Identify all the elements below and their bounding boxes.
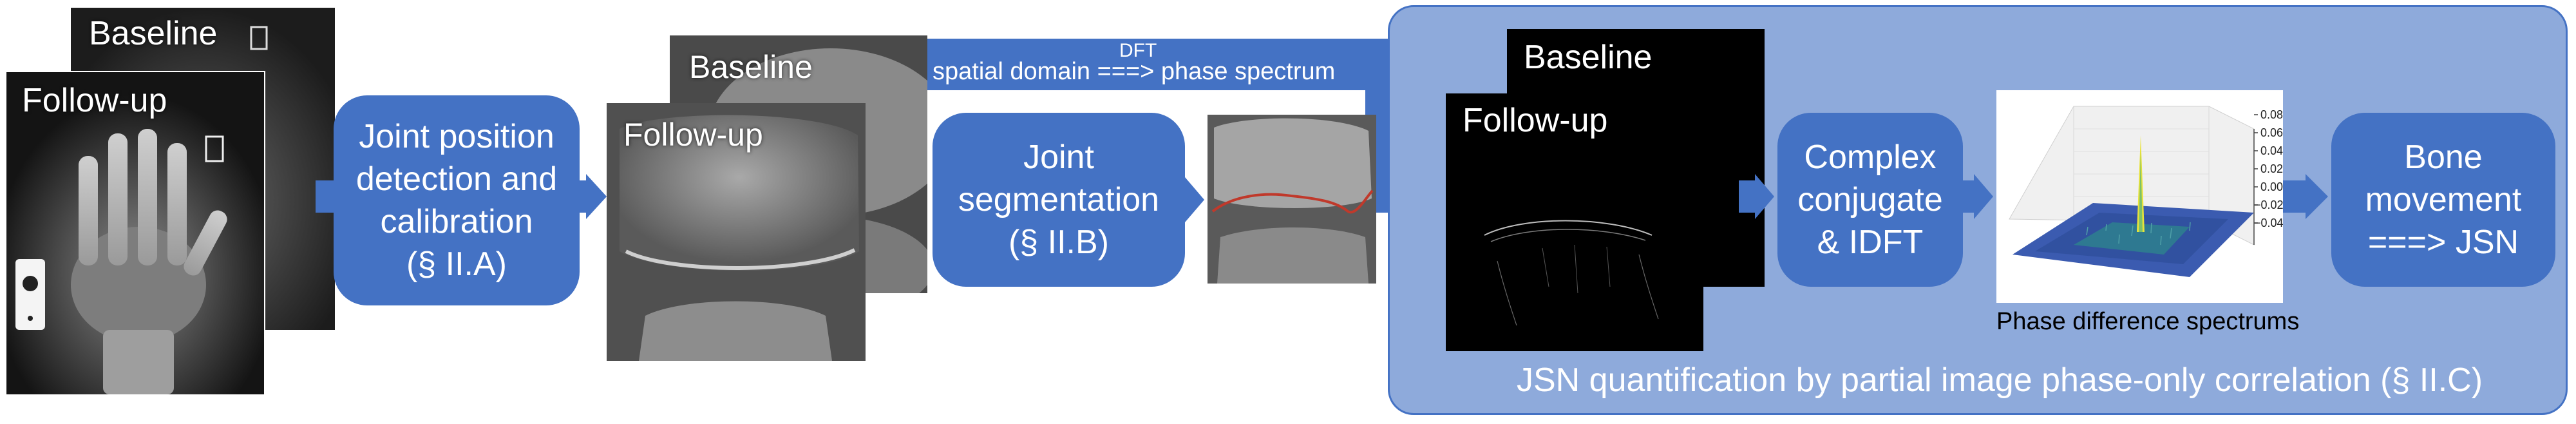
arrow-7 xyxy=(2283,174,2328,219)
ztick-5: 0.00 xyxy=(2260,180,2283,193)
phase-followup-label: Follow-up xyxy=(1463,102,1608,139)
box3-line3: & IDFT xyxy=(1817,224,1924,261)
segmentation-figure xyxy=(1208,115,1376,284)
box1-line3: calibration xyxy=(380,203,533,240)
baseline-label: Baseline xyxy=(89,15,218,52)
box2-line3: (§ II.B) xyxy=(1008,224,1109,261)
box4-line2: movement xyxy=(2365,181,2522,218)
plot-caption: Phase difference spectrums xyxy=(1996,308,2300,335)
ztick-4: 0.02 xyxy=(2260,162,2283,175)
dft-banner-text: spatial domain ===> phase spectrum xyxy=(933,58,1336,85)
box4-line3: ===> JSN xyxy=(2367,224,2519,261)
box4-line1: Bone xyxy=(2404,139,2483,176)
followup-hand-xray: Follow-up xyxy=(5,71,265,396)
box3-line2: conjugate xyxy=(1797,181,1943,218)
ztick-6: −0.02 xyxy=(2254,198,2283,211)
bone-movement-box: Bone movement ===> JSN xyxy=(2331,113,2555,287)
joint-segmentation-box: Joint segmentation (§ II.B) xyxy=(933,113,1185,287)
dft-label: DFT xyxy=(1119,40,1157,61)
joint-followup-label: Follow-up xyxy=(623,117,763,153)
phase-surface-figure: 0.08 0.06 0.04 0.02 0.00 −0.02 −0.04 xyxy=(2009,106,2284,277)
box2-line1: Joint xyxy=(1023,139,1094,176)
box1-line1: Joint position xyxy=(359,118,554,155)
followup-hand-image xyxy=(6,72,264,394)
ztick-2: 0.06 xyxy=(2260,126,2283,139)
followup-label: Follow-up xyxy=(22,82,167,119)
phase-edges-figure xyxy=(1446,93,1703,351)
phase-baseline-label: Baseline xyxy=(1524,39,1653,76)
dft-banner xyxy=(927,39,1391,90)
complex-conjugate-box: Complex conjugate & IDFT xyxy=(1777,113,1963,287)
ztick-7: −0.04 xyxy=(2254,217,2283,229)
followup-joint-crop: Follow-up xyxy=(607,103,866,361)
box2-line2: segmentation xyxy=(958,181,1160,218)
ztick-3: 0.04 xyxy=(2260,144,2283,157)
ztick-1: 0.08 xyxy=(2260,108,2283,121)
followup-phase-image: Follow-up xyxy=(1446,93,1703,351)
followup-joint-image xyxy=(607,103,866,361)
box3-line1: Complex xyxy=(1804,139,1937,176)
joint-baseline-label: Baseline xyxy=(689,49,813,85)
arrow-6 xyxy=(1958,174,1993,219)
arrow-2 xyxy=(567,174,607,219)
segmentation-line xyxy=(1211,189,1374,214)
arrow-3 xyxy=(1169,177,1204,222)
box1-line4: (§ II.A) xyxy=(406,246,507,283)
segmented-joint-image xyxy=(1208,115,1376,284)
box1-line2: detection and xyxy=(355,160,558,198)
panel-caption: JSN quantification by partial image phas… xyxy=(1517,361,2483,399)
phase-difference-plot: 0.08 0.06 0.04 0.02 0.00 −0.02 −0.04 xyxy=(1996,90,2284,303)
joint-detection-box: Joint position detection and calibration… xyxy=(334,95,580,305)
arrow-5 xyxy=(1739,174,1774,219)
